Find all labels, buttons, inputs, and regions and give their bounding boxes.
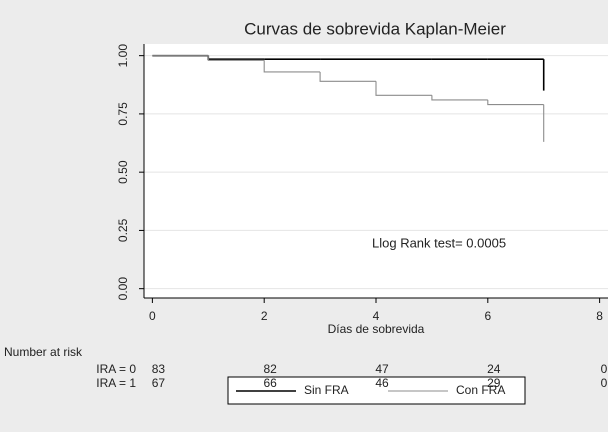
legend-label: Con FRA	[456, 383, 505, 397]
legend-label: Sin FRA	[304, 383, 349, 397]
survival-step	[431, 95, 488, 101]
survival-step	[207, 55, 265, 61]
risk-value: 0	[601, 362, 608, 376]
risk-table-title: Number at risk	[4, 345, 83, 359]
survival-step	[319, 71, 376, 82]
x-axis-label: Días de sobrevida	[328, 322, 425, 336]
x-tick-label: 2	[261, 309, 268, 323]
x-tick-label: 0	[149, 309, 156, 323]
y-tick-label: 0.75	[116, 102, 130, 126]
y-tick-label: 0.25	[116, 218, 130, 242]
x-tick-label: 6	[484, 309, 491, 323]
risk-row-label: IRA = 0	[96, 362, 136, 376]
annotation: Llog Rank test= 0.0005	[372, 235, 506, 250]
risk-value: 66	[264, 376, 278, 390]
risk-row-label: IRA = 1	[96, 376, 136, 390]
risk-value: 83	[152, 362, 166, 376]
risk-value: 82	[264, 362, 278, 376]
x-tick-label: 8	[596, 309, 603, 323]
y-tick-label: 1.00	[116, 44, 130, 68]
y-tick-label: 0.00	[116, 277, 130, 301]
risk-value: 24	[487, 362, 501, 376]
survival-step	[263, 60, 321, 73]
risk-value: 29	[487, 376, 501, 390]
survival-step	[375, 81, 432, 96]
risk-value: 67	[152, 376, 166, 390]
risk-value: 47	[375, 362, 389, 376]
chart-title: Curvas de sobrevida Kaplan-Meier	[244, 19, 506, 38]
risk-value: 0	[601, 376, 608, 390]
survival-step	[487, 99, 544, 106]
x-tick-label: 4	[373, 309, 380, 323]
risk-value: 46	[375, 376, 389, 390]
y-tick-label: 0.50	[116, 160, 130, 184]
